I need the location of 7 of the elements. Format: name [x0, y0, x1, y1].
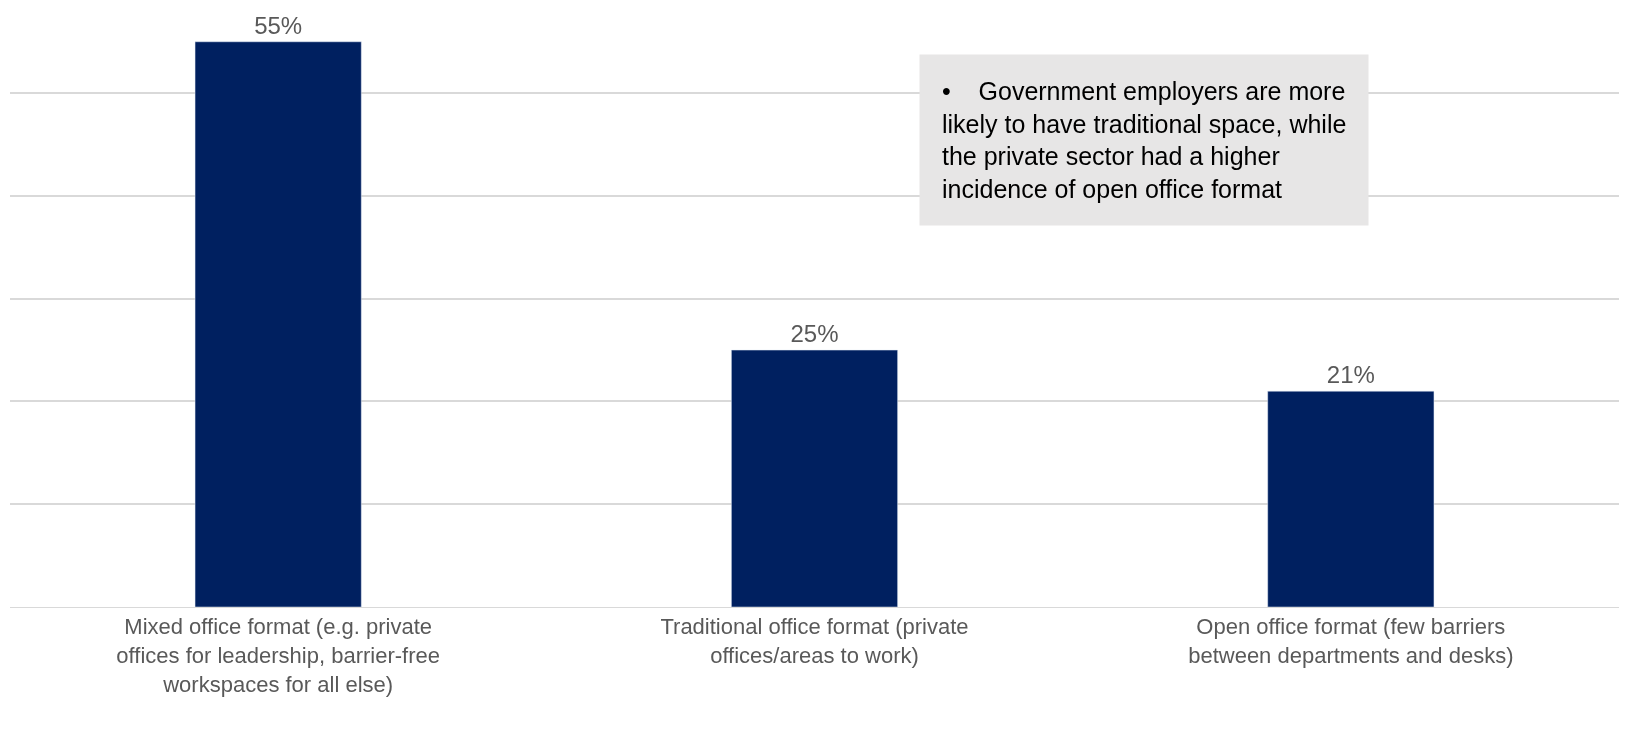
annotation: • Government employers are more likely to have traditional space, while the private sector had a higher incidence of open office format	[942, 77, 1347, 203]
x-tick-label: Mixed office format (e.g. private offices for leadership, barrier-free workspaces for all else)	[116, 614, 440, 697]
data-label: 21%	[1326, 361, 1375, 389]
data-label: 25%	[790, 320, 839, 348]
data-label: 55%	[254, 11, 303, 39]
x-tick-label: Open office format (few barriers between departments and desks)	[1188, 614, 1514, 668]
x-tick-label: Traditional office format (private offices/areas to work)	[660, 614, 969, 668]
